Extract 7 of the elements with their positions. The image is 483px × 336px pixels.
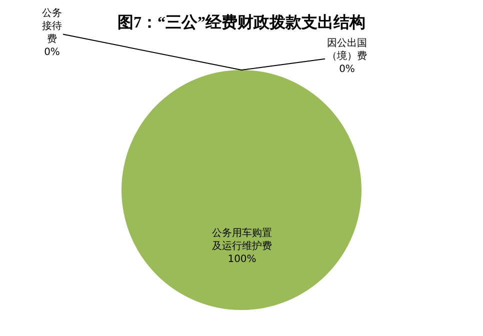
- slice-label: 公务用车购置及运行维护费: [212, 227, 272, 252]
- text: 0%: [339, 64, 355, 75]
- data-label: 100%: [228, 254, 256, 265]
- category-label: 因公出国（境）费: [327, 38, 367, 62]
- category-label: 公务接待费: [42, 8, 62, 45]
- text: 0%: [44, 47, 60, 58]
- chart-title: 图7：“三公”经费财政拨款支出结构: [118, 14, 366, 32]
